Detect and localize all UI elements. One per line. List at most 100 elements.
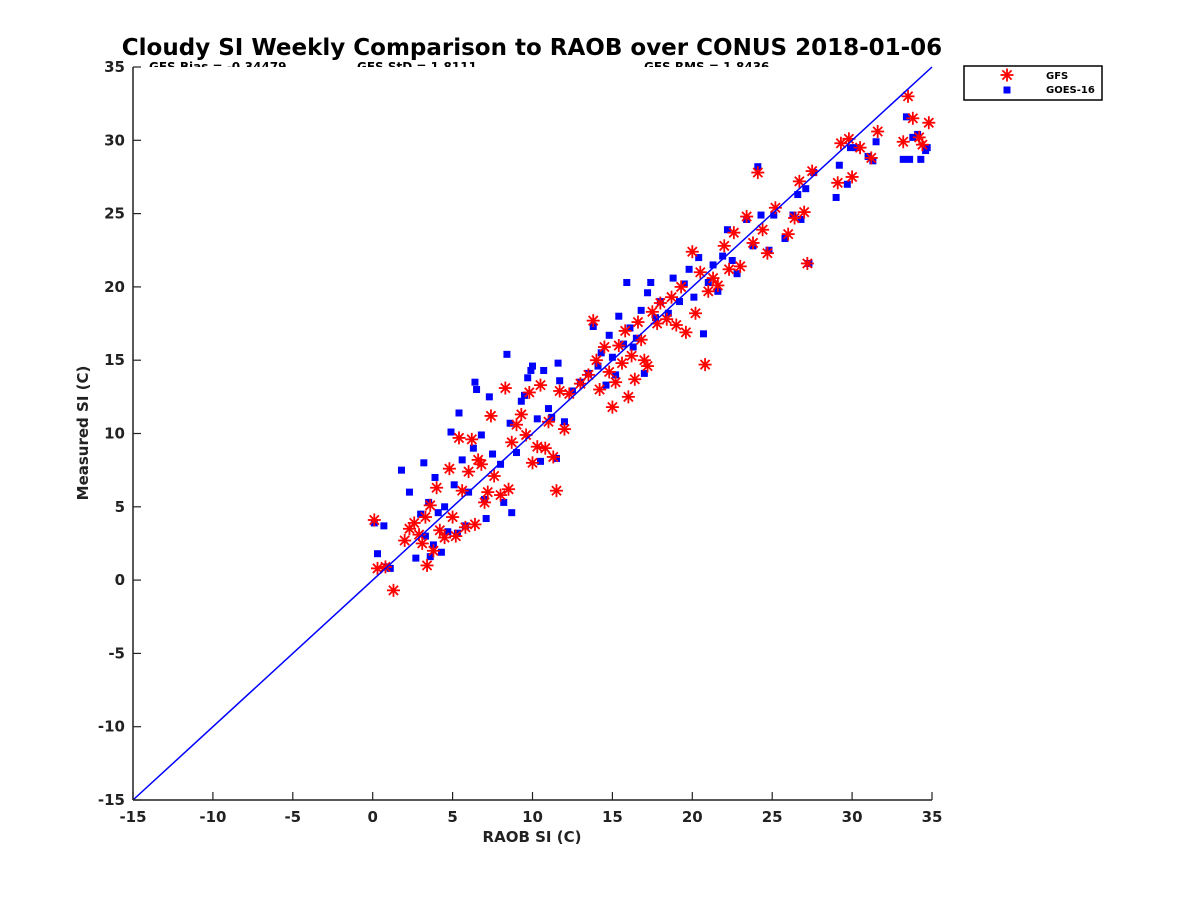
goes16-point — [794, 191, 802, 199]
goes16-point — [513, 449, 521, 457]
y-tick-label: 5 — [115, 498, 125, 516]
gfs-point — [688, 306, 702, 320]
goes16-point — [789, 211, 797, 219]
legend-goes16-square — [1003, 86, 1011, 94]
y-tick-label: 10 — [104, 425, 125, 443]
y-tick-label: 35 — [104, 58, 125, 76]
goes16-point — [629, 343, 637, 351]
goes16-point — [380, 522, 388, 530]
goes16-point — [540, 366, 548, 374]
x-tick-label: -15 — [119, 808, 146, 826]
y-tick-label: -15 — [98, 791, 125, 809]
one-to-one-line — [132, 66, 933, 801]
legend-goes16-marker — [1003, 86, 1011, 94]
goes16-point — [770, 211, 778, 219]
goes16-point — [669, 274, 677, 282]
goes16-point — [847, 144, 855, 152]
goes16-point — [640, 369, 648, 377]
gfs-point — [586, 314, 600, 328]
goes16-point — [529, 362, 536, 370]
goes16-point — [434, 509, 442, 517]
gfs-point — [407, 516, 421, 530]
gfs-point — [788, 211, 802, 225]
gfs-point — [674, 280, 688, 294]
gfs-point — [645, 305, 659, 319]
gfs-point — [915, 138, 929, 152]
gfs-point — [589, 353, 603, 367]
x-tick-label: 10 — [522, 808, 543, 826]
gfs-point — [871, 125, 885, 139]
gfs-point — [498, 381, 512, 395]
gfs-point — [474, 457, 488, 471]
goes16-point — [524, 374, 532, 382]
gfs-point — [462, 465, 476, 479]
gfs-point — [845, 170, 859, 184]
goes16-point — [420, 459, 428, 467]
gfs-point — [418, 510, 432, 524]
y-tick-label: 20 — [104, 278, 125, 296]
gfs-point — [618, 324, 632, 338]
gfs-point — [625, 349, 639, 363]
legend-gfs-asterisk — [1000, 68, 1014, 82]
x-tick-label: 20 — [682, 808, 703, 826]
gfs-point — [455, 484, 469, 498]
gfs-point — [522, 385, 536, 399]
gfs-point — [781, 227, 795, 241]
gfs-point — [727, 226, 741, 240]
gfs-point — [679, 325, 693, 339]
gfs-point — [426, 544, 440, 558]
gfs-point — [557, 422, 571, 436]
goes16-point — [458, 456, 466, 464]
gfs-point — [593, 383, 607, 397]
goes16-point — [719, 252, 727, 260]
goes16-point — [544, 405, 552, 413]
gfs-point — [797, 205, 811, 219]
goes16-point — [554, 359, 562, 367]
gfs-point — [768, 201, 782, 215]
goes16-point — [723, 226, 731, 234]
goes16-point — [626, 324, 634, 332]
gfs-point — [526, 456, 539, 470]
goes16-point — [405, 488, 413, 496]
gfs-point — [597, 340, 611, 354]
legend-gfs-marker — [1000, 68, 1014, 82]
goes16-point — [517, 397, 525, 405]
goes16-point — [560, 418, 568, 426]
gfs-point — [546, 450, 560, 464]
goes16-point — [797, 215, 805, 223]
gfs-point — [438, 531, 452, 545]
gfs-point — [433, 523, 447, 537]
y-tick-label: 15 — [104, 351, 125, 369]
goes16-point — [835, 161, 843, 169]
goes16-point — [444, 528, 452, 536]
gfs-point — [685, 245, 699, 259]
goes16-point — [556, 377, 564, 385]
goes16-point — [728, 257, 736, 265]
gfs-point — [533, 378, 547, 392]
goes16-point — [902, 113, 910, 121]
gfs-point — [502, 482, 516, 496]
gfs-point — [442, 462, 456, 476]
gfs-point — [423, 498, 437, 512]
gfs-point — [370, 561, 384, 575]
gfs-point — [906, 111, 920, 125]
legend-gfs-label: GFS — [1046, 71, 1068, 82]
goes16-point — [421, 532, 429, 540]
goes16-point — [605, 331, 613, 339]
goes16-point — [450, 481, 458, 489]
x-tick-label: 0 — [367, 808, 377, 826]
goes16-point — [699, 330, 707, 338]
goes16-point — [623, 279, 631, 287]
goes16-point — [500, 498, 508, 506]
goes16-point — [506, 419, 514, 427]
goes16-point — [426, 553, 434, 561]
goes16-point — [608, 353, 616, 361]
gfs-point — [458, 520, 472, 534]
gfs-point — [386, 583, 400, 597]
goes16-point — [906, 155, 914, 163]
goes16-point — [441, 503, 449, 511]
y-tick-label: -5 — [108, 644, 125, 662]
gfs-point — [481, 485, 495, 499]
gfs-point — [628, 372, 642, 386]
gfs-point — [853, 141, 867, 155]
